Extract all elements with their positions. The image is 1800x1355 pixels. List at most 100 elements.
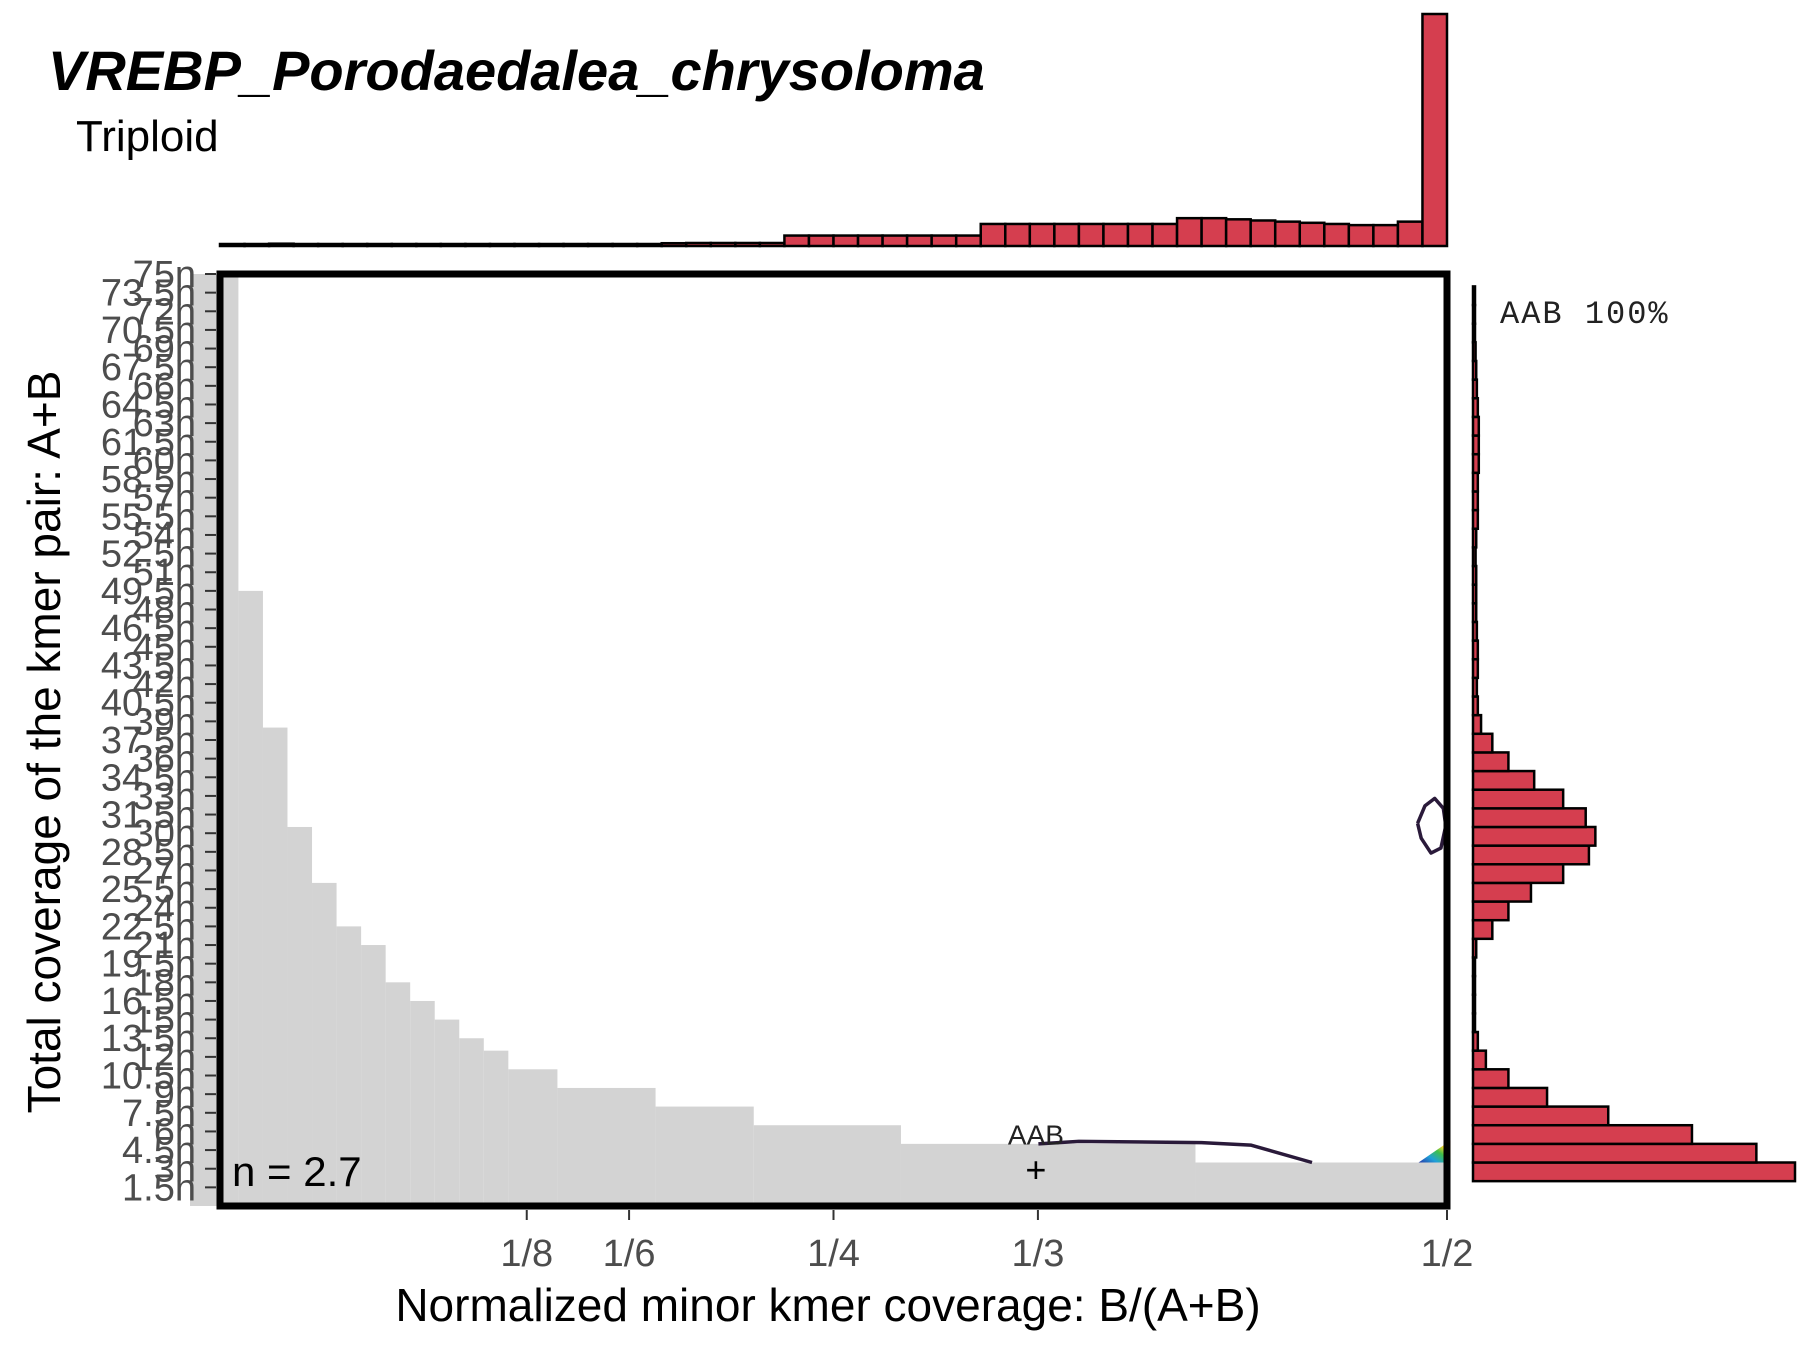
low-coverage-contour [1038, 1139, 1313, 1165]
y-tick-label: 69n [133, 329, 196, 371]
y-axis-label: Total coverage of the kmer pair: A+B [18, 370, 70, 1114]
excluded-step [655, 1106, 754, 1206]
top-histogram-bar [1421, 12, 1449, 248]
right-histogram-bar [1471, 490, 1480, 512]
y-tick-label: 51n [133, 552, 196, 594]
right-histogram-bar [1471, 1161, 1797, 1183]
y-tick-label: 9n [154, 1074, 196, 1116]
y-tick-label: 54n [133, 515, 196, 557]
right-histogram-bar [1471, 471, 1480, 493]
y-tick-label: 16.5n [101, 981, 196, 1023]
top-histogram-bar [660, 241, 688, 248]
top-histogram-bar [856, 234, 884, 248]
legend-value: 100% [1584, 296, 1670, 333]
y-tick-label: 75n [133, 254, 196, 296]
top-histogram-bar [734, 241, 762, 248]
y-tick-label: 43.5n [101, 645, 196, 687]
y-tick-label: 21n [133, 925, 196, 967]
top-histogram-bar [1053, 222, 1081, 248]
top-histogram-bar [930, 234, 958, 248]
y-tick-label: 19.5n [101, 944, 196, 986]
right-histogram-bar [1471, 527, 1478, 549]
top-histogram-bar [758, 241, 786, 248]
x-axis: 1/8 1/6 1/4 1/3 1/2 [500, 1210, 1473, 1275]
top-histogram-bar [1126, 222, 1154, 248]
right-histogram-bar [1471, 378, 1479, 400]
right-histogram-bar [1471, 546, 1477, 568]
excluded-step [459, 1038, 484, 1206]
y-tick-label: 72n [133, 291, 196, 333]
top-histogram-bar [513, 242, 541, 248]
x-tick-label: 1/2 [1421, 1233, 1474, 1275]
right-histogram-bar [1471, 1142, 1758, 1164]
top-histogram-bar [1004, 222, 1032, 248]
excluded-step [483, 1050, 509, 1206]
y-tick-label: 12n [133, 1037, 196, 1079]
y-tick-label: 45n [133, 627, 196, 669]
top-histogram-bar [1028, 222, 1056, 248]
y-tick-label: 3n [154, 1149, 196, 1191]
right-histogram-bar [1471, 583, 1478, 605]
top-histogram-bar [685, 241, 713, 248]
right-histogram-bar [1471, 676, 1479, 698]
right-histogram-bar [1471, 918, 1494, 941]
right-histogram-bar [1471, 415, 1481, 437]
y-tick-label: 67.5n [101, 347, 196, 389]
right-histogram-bar [1471, 732, 1494, 754]
right-histogram-bar [1471, 937, 1478, 959]
x-tick-label: 1/6 [603, 1233, 656, 1275]
right-histogram-bar [1471, 303, 1477, 325]
top-histogram-bar [1273, 220, 1302, 248]
y-tick-label: 42n [133, 664, 196, 706]
y-tick-label: 63n [133, 403, 196, 445]
right-histogram-bar [1471, 359, 1478, 381]
top-histogram-bar [562, 242, 590, 248]
right-histogram-bar [1471, 452, 1481, 475]
y-tick-label: 27n [133, 850, 196, 892]
top-histogram-bar [1298, 221, 1326, 248]
excluded-step [262, 727, 288, 1206]
y-tick-label: 73.5n [101, 273, 196, 315]
top-histogram-bar [1323, 222, 1351, 248]
y-tick-label: 46.5n [101, 608, 196, 650]
excluded-step [1195, 1162, 1447, 1206]
right-histogram-bar [1471, 825, 1597, 847]
density-peak-mark [1418, 1140, 1451, 1163]
right-histogram-bar [1471, 713, 1483, 736]
y-tick-label: 36n [133, 739, 196, 781]
y-tick-label: 4.5n [122, 1130, 196, 1172]
excluded-step [434, 1019, 460, 1206]
y-tick-label: 30n [133, 813, 196, 855]
top-histogram-bar [341, 242, 369, 248]
y-tick-label: 13.5n [101, 1018, 196, 1060]
top-histogram-bar [611, 242, 639, 248]
right-histogram-bar [1471, 1105, 1610, 1127]
excluded-step [361, 945, 386, 1206]
right-histogram-bar [1471, 993, 1477, 1015]
top-histogram-bar [292, 242, 320, 248]
ploidy-annotation: n = 2.7 [232, 1148, 362, 1195]
top-histogram-bar [1249, 219, 1277, 248]
excluded-step [336, 926, 362, 1206]
y-tick-label: 15n [133, 1000, 196, 1042]
excluded-step [557, 1087, 656, 1206]
y-tick-label: 34.5n [101, 757, 196, 799]
excluded-step [410, 1000, 435, 1206]
y-tick-label: 18n [133, 962, 196, 1004]
top-histogram-bar [365, 242, 394, 248]
legend-entry: AAB 100% [1500, 296, 1670, 333]
x-tick-label: 1/4 [807, 1233, 860, 1275]
peak-contour [1415, 796, 1448, 855]
y-tick-label: 66n [133, 366, 196, 408]
top-histogram-bar [1151, 222, 1179, 248]
y-tick-label: 49.5n [101, 571, 196, 613]
excluded-step [220, 274, 239, 1206]
y-tick-label: 48n [133, 590, 196, 632]
right-histogram-bar [1471, 695, 1480, 717]
excluded-step [508, 1069, 558, 1206]
excluded-region [190, 274, 1447, 1206]
right-histogram-bar [1471, 751, 1510, 773]
y-tick-label: 55.5n [101, 496, 196, 538]
top-histogram-bar [439, 242, 467, 248]
